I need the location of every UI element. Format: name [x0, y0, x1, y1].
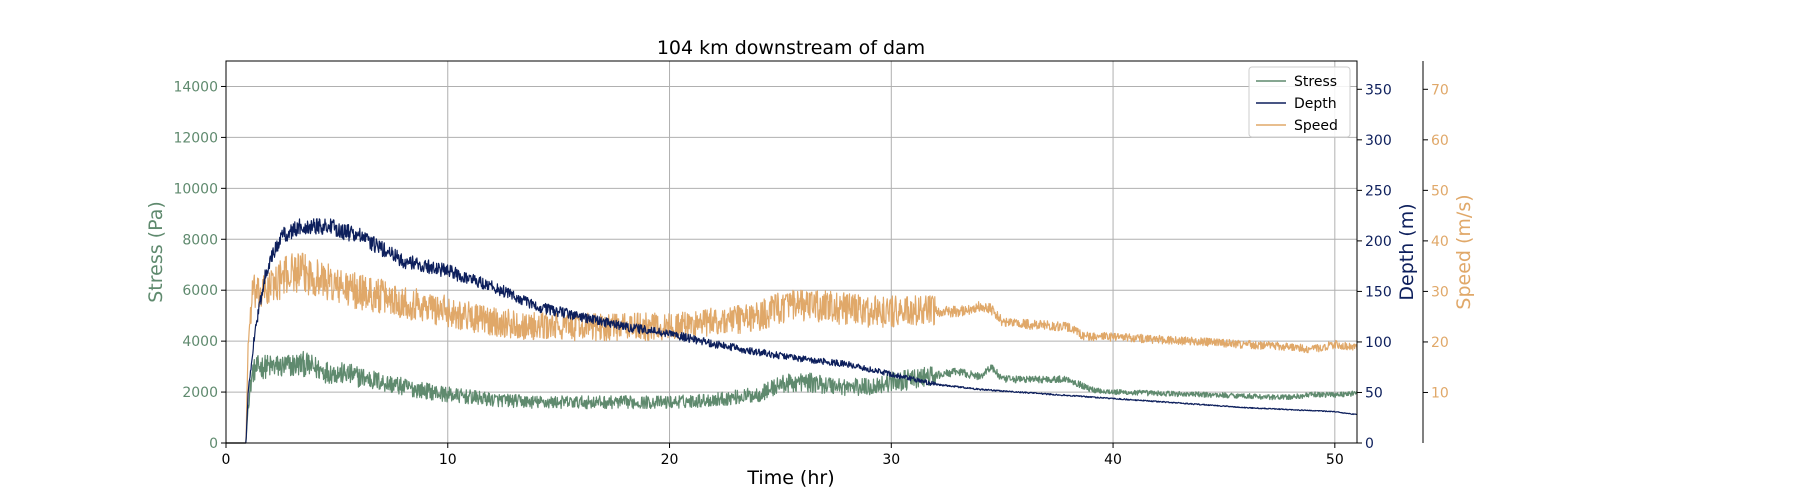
stress-axis-title: Stress (Pa): [145, 201, 167, 303]
legend-box: [1248, 66, 1351, 138]
legend-label-stress: Stress: [1294, 74, 1337, 90]
depth-tick-label: 100: [1365, 335, 1392, 351]
depth-tick-label: 0: [1365, 436, 1374, 452]
series-line-stress: [225, 350, 1358, 444]
speed-tick-label: 60: [1431, 133, 1449, 149]
x-tick-label: 20: [661, 452, 679, 468]
speed-tick-label: 20: [1431, 335, 1449, 351]
legend: Stress Depth Speed: [1248, 66, 1351, 138]
series-line-speed: [225, 252, 1358, 444]
stress-tick-label: 0: [209, 436, 218, 452]
legend-label-speed: Speed: [1294, 118, 1338, 134]
stress-tick-label: 10000: [173, 181, 218, 197]
x-tick-label: 50: [1326, 452, 1344, 468]
depth-axis-title: Depth (m): [1396, 203, 1418, 300]
x-tick-label: 0: [222, 452, 231, 468]
x-axis-title: Time (hr): [746, 467, 834, 489]
x-tick-label: 30: [882, 452, 900, 468]
speed-tick-label: 50: [1431, 183, 1449, 199]
plot-frame: [225, 60, 1358, 444]
depth-tick-label: 300: [1365, 133, 1392, 149]
depth-tick-label: 50: [1365, 385, 1383, 401]
depth-tick-label: 350: [1365, 82, 1392, 98]
x-tick-label: 10: [439, 452, 457, 468]
speed-tick-label: 70: [1431, 82, 1449, 98]
legend-label-depth: Depth: [1294, 96, 1337, 112]
speed-tick-label: 30: [1431, 284, 1449, 300]
depth-tick-label: 200: [1365, 234, 1392, 250]
stress-tick-label: 4000: [182, 334, 218, 350]
depth-tick-label: 150: [1365, 284, 1392, 300]
speed-tick-label: 10: [1431, 385, 1449, 401]
stress-tick-label: 14000: [173, 79, 218, 95]
speed-axis-title: Speed (m/s): [1453, 194, 1475, 309]
stress-tick-label: 12000: [173, 130, 218, 146]
depth-tick-label: 250: [1365, 183, 1392, 199]
series-line-depth: [225, 218, 1358, 444]
speed-tick-label: 40: [1431, 234, 1449, 250]
chart-title: 104 km downstream of dam: [657, 37, 925, 59]
stress-tick-label: 8000: [182, 232, 218, 248]
stress-tick-label: 2000: [182, 385, 218, 401]
x-tick-label: 40: [1104, 452, 1122, 468]
series-layer: [225, 218, 1358, 444]
ticks-layer: 0 10 20 30 40 5002000400060008000100001200014…: [173, 79, 1448, 468]
stress-tick-label: 6000: [182, 283, 218, 299]
